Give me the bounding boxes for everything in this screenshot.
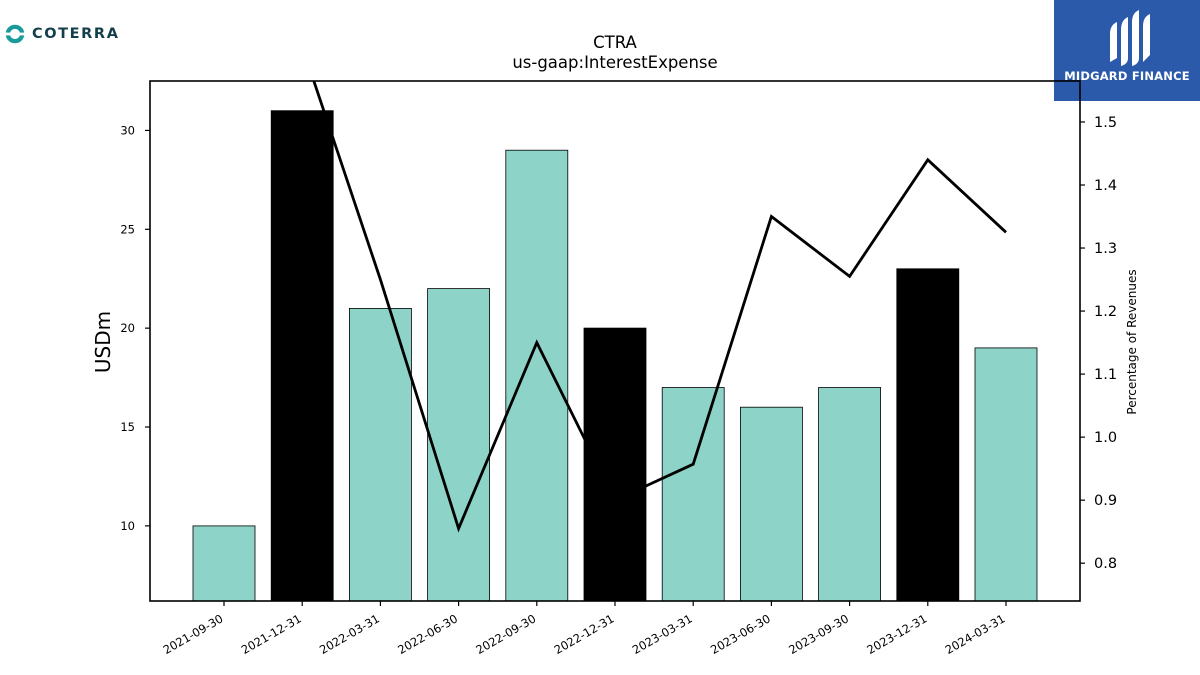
y2-tick-label: 0.8 — [1094, 556, 1117, 572]
x-tick-label: 2023-06-30 — [708, 611, 773, 657]
y2-tick-label: 1.1 — [1094, 367, 1117, 383]
bar-series — [192, 110, 1038, 602]
coterra-ring-icon — [5, 24, 25, 44]
x-axis: 2021-09-30 2021-12-31 2022-03-31 2022-06-30… — [161, 601, 1008, 657]
x-tick-label: 2023-03-31 — [630, 611, 695, 657]
midgard-finance-logo: MIDGARD FINANCE — [1054, 0, 1200, 101]
y-tick-label: 20 — [120, 321, 135, 335]
midgard-emblem-icon — [1110, 10, 1150, 66]
x-tick-label: 2022-12-31 — [552, 611, 617, 657]
x-tick-label: 2023-12-31 — [864, 611, 929, 657]
x-tick-label: 2022-03-31 — [317, 611, 382, 657]
y2-tick-label: 1.3 — [1094, 241, 1117, 257]
bar — [583, 327, 647, 602]
y-tick-label: 30 — [120, 123, 135, 137]
y-tick-label: 25 — [120, 222, 135, 236]
bar — [348, 307, 412, 602]
bar — [661, 387, 725, 602]
midgard-brand-text: MIDGARD FINANCE — [1064, 69, 1190, 83]
y2-axis-label: Percentage of Revenues — [1125, 269, 1139, 414]
x-tick-label: 2021-09-30 — [161, 611, 226, 657]
bar — [427, 288, 491, 602]
x-tick-label: 2022-06-30 — [395, 611, 460, 657]
bar — [818, 387, 881, 602]
right-axis: 0.8 0.9 1.0 1.1 1.2 1.3 1.4 1.5 — [1080, 115, 1117, 572]
y-axis-label: USDm — [91, 311, 115, 373]
line-path — [312, 81, 1007, 533]
bar — [896, 268, 960, 602]
x-tick-label: 2023-09-30 — [786, 611, 851, 657]
bar — [974, 347, 1038, 602]
x-tick-label: 2024-03-31 — [943, 611, 1008, 657]
y-tick-label: 15 — [120, 420, 135, 434]
left-axis: 10 15 20 25 30 — [120, 123, 150, 533]
y2-tick-label: 1.5 — [1094, 115, 1117, 131]
bar — [270, 110, 334, 602]
chart-subtitle: us-gaap:InterestExpense — [512, 53, 717, 72]
x-tick-label: 2022-09-30 — [473, 611, 538, 657]
bar — [192, 525, 256, 602]
y-tick-label: 10 — [120, 519, 135, 533]
coterra-logo: COTERRA — [5, 22, 120, 46]
y2-tick-label: 1.2 — [1094, 304, 1117, 320]
bar — [740, 406, 803, 602]
bar — [505, 149, 569, 602]
y2-tick-label: 1.4 — [1094, 178, 1117, 194]
y2-tick-label: 1.0 — [1094, 430, 1117, 446]
chart-title: CTRA — [593, 33, 637, 52]
line-series — [312, 81, 1007, 533]
y2-tick-label: 0.9 — [1094, 493, 1117, 509]
coterra-brand-text: COTERRA — [32, 26, 120, 42]
x-tick-label: 2021-12-31 — [239, 611, 304, 657]
